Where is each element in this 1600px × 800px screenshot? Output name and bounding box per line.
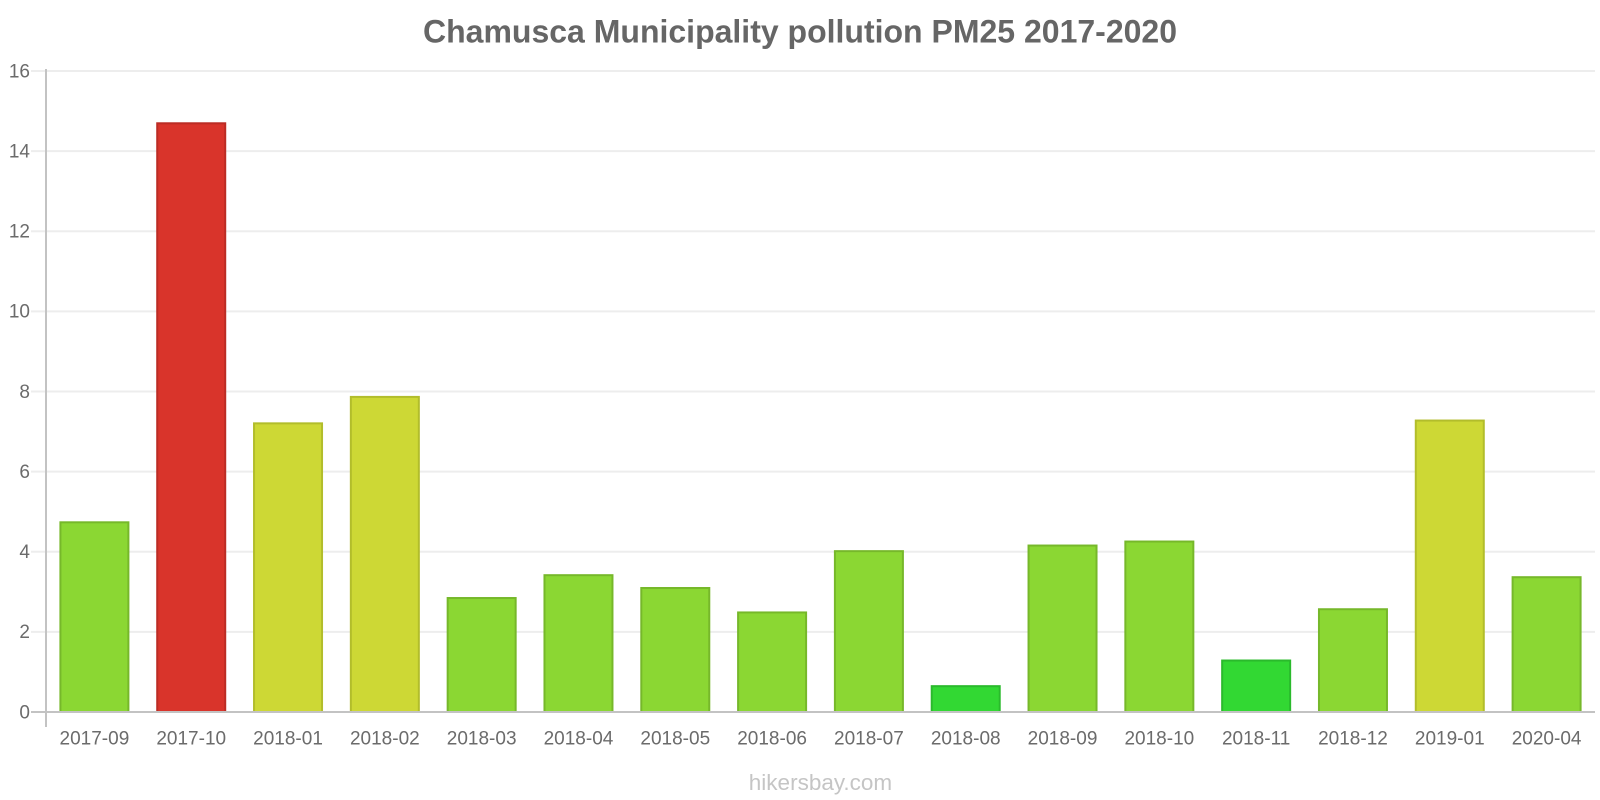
x-axis-label-2018-09: 2018-09 [1028, 729, 1098, 750]
x-axis-label-2018-01: 2018-01 [253, 729, 323, 750]
y-axis-label-12: 12 [9, 222, 30, 243]
bar-2018-12[interactable] [1317, 608, 1388, 713]
y-axis-label-10: 10 [9, 302, 30, 323]
chart-title: Chamusca Municipality pollution PM25 201… [423, 14, 1177, 50]
x-axis-label-2018-11: 2018-11 [1222, 729, 1290, 750]
x-axis-label-2018-05: 2018-05 [640, 729, 710, 750]
bar-2018-03[interactable] [446, 597, 517, 714]
bar-2018-11[interactable] [1221, 659, 1292, 714]
bar-2018-05[interactable] [640, 587, 711, 714]
bar-2018-01[interactable] [253, 422, 324, 713]
bar-2018-04[interactable] [543, 574, 614, 713]
x-axis-label-2017-09: 2017-09 [60, 729, 130, 750]
bar-2018-09[interactable] [1027, 544, 1098, 713]
bar-2019-01[interactable] [1414, 419, 1485, 713]
credits-link[interactable]: hikersbay.com [749, 770, 892, 795]
bar-2017-10[interactable] [156, 122, 227, 713]
x-axis-label-2017-10: 2017-10 [156, 729, 226, 750]
x-axis-label-2020-04: 2020-04 [1512, 729, 1582, 750]
x-axis-label-2018-03: 2018-03 [447, 729, 517, 750]
y-axis-label-4: 4 [19, 542, 30, 563]
bar-2018-06[interactable] [737, 611, 808, 713]
x-axis-labels-layer: 2017-09 2017-10 2018-01 2018-02 2018-03 2018-… [60, 729, 1582, 750]
axes-layer [31, 69, 1595, 727]
y-axis-label-8: 8 [19, 382, 30, 403]
x-axis-label-2018-02: 2018-02 [350, 729, 420, 750]
bar-2018-08[interactable] [930, 685, 1001, 714]
y-axis-labels-layer: 0 2 4 6 8 10 12 14 16 [9, 61, 31, 723]
y-axis-label-6: 6 [19, 462, 30, 483]
y-axis-label-16: 16 [9, 61, 30, 82]
x-axis-label-2018-10: 2018-10 [1124, 729, 1194, 750]
bars-layer [59, 122, 1582, 714]
x-axis-label-2018-06: 2018-06 [737, 729, 807, 750]
x-axis-label-2018-07: 2018-07 [834, 729, 904, 750]
bar-2018-10[interactable] [1124, 540, 1195, 713]
bar-2018-07[interactable] [833, 550, 904, 714]
y-axis-label-0: 0 [19, 702, 30, 723]
x-axis-label-2018-08: 2018-08 [931, 729, 1001, 750]
bar-2020-04[interactable] [1511, 576, 1582, 713]
x-axis-label-2018-12: 2018-12 [1318, 729, 1388, 750]
x-axis-label-2018-04: 2018-04 [544, 729, 614, 750]
x-axis-label-2019-01: 2019-01 [1415, 729, 1485, 750]
y-axis-label-2: 2 [19, 622, 30, 643]
bar-2017-09[interactable] [59, 521, 130, 713]
y-axis-label-14: 14 [9, 141, 31, 162]
bar-2018-02[interactable] [349, 395, 420, 713]
